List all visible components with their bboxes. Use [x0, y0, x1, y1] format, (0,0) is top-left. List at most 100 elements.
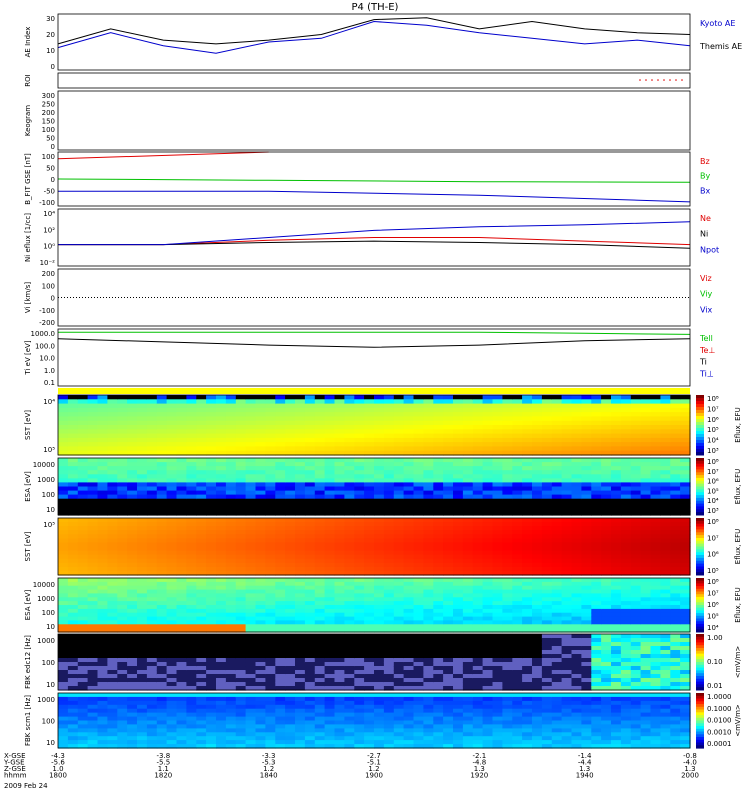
heat-cell	[374, 462, 385, 467]
heat-cell	[275, 442, 286, 447]
heat-cell	[630, 562, 642, 568]
heat-cell	[206, 700, 217, 706]
heat-cell	[285, 642, 296, 647]
heat-cell	[304, 724, 316, 729]
heat-cell	[146, 642, 158, 647]
heat-cell	[522, 616, 533, 622]
heat-cell	[571, 470, 582, 475]
heat-cell	[354, 399, 365, 405]
heat-cell	[196, 589, 207, 595]
heat-cell	[117, 724, 128, 729]
heat-cell	[650, 462, 661, 467]
heat-cell	[235, 407, 247, 413]
heat-cell	[186, 646, 197, 651]
heat-cell	[314, 450, 326, 456]
heat-cell	[601, 506, 612, 512]
heat-cell	[601, 605, 612, 610]
heat-cell	[374, 550, 385, 556]
heat-cell	[374, 420, 385, 426]
heat-cell	[522, 638, 533, 643]
heat-cell	[127, 474, 138, 479]
heat-cell	[670, 399, 681, 405]
heat-cell	[77, 708, 89, 714]
heat-cell	[374, 650, 385, 655]
heat-cell	[196, 510, 207, 516]
heat-cell	[77, 518, 89, 523]
heat-cell	[304, 566, 316, 572]
heat-cell	[482, 570, 494, 576]
heat-cell	[374, 624, 385, 629]
heat-cell	[611, 510, 622, 516]
heat-cell	[235, 597, 247, 602]
heat-cell	[532, 412, 543, 417]
heat-cell	[176, 693, 187, 698]
heat-cell	[403, 704, 415, 710]
heat-cell	[285, 403, 296, 409]
heat-cell	[502, 425, 513, 430]
heat-cell	[502, 466, 513, 471]
heat-cell	[680, 638, 691, 643]
heat-cell	[502, 474, 513, 479]
heat-cell	[512, 550, 523, 556]
heat-cell	[423, 662, 434, 667]
heat-cell	[206, 666, 217, 671]
heat-cell	[67, 399, 79, 405]
heat-cell	[67, 412, 79, 417]
heat-cell	[176, 608, 187, 614]
heat-cell	[87, 693, 99, 698]
heat-cell	[541, 522, 553, 527]
heat-cell	[58, 425, 69, 430]
heat-cell	[403, 720, 415, 725]
heat-cell	[285, 597, 296, 602]
heat-cell	[117, 736, 128, 741]
heat-cell	[591, 662, 602, 667]
heat-cell	[344, 670, 355, 675]
heat-cell	[176, 566, 187, 572]
heat-cell	[611, 494, 622, 500]
heat-cell	[601, 490, 612, 496]
heat-cell	[403, 646, 415, 651]
heat-cell	[591, 686, 602, 691]
heat-cell	[117, 506, 128, 512]
heat-cell	[472, 437, 484, 443]
heat-cell	[97, 728, 108, 733]
heat-cell	[314, 642, 326, 647]
heat-cell	[482, 425, 494, 430]
heat-cell	[354, 720, 365, 725]
heat-cell	[512, 570, 523, 576]
heat-cell	[561, 510, 573, 516]
heat-cell	[137, 597, 148, 602]
heat-cell	[216, 420, 227, 426]
heat-cell	[640, 658, 652, 663]
heat-cell	[581, 585, 592, 591]
heat-cell	[186, 554, 197, 560]
heat-cell	[522, 433, 533, 439]
heat-cell	[117, 562, 128, 568]
heat-cell	[127, 628, 138, 633]
heat-cell	[344, 416, 355, 422]
heat-cell	[225, 450, 237, 456]
heat-cell	[216, 546, 227, 552]
heat-cell	[225, 490, 237, 496]
heat-cell	[393, 433, 405, 439]
heat-cell	[67, 466, 79, 471]
heat-cell	[67, 566, 79, 572]
heat-cell	[324, 437, 336, 443]
heat-cell	[206, 506, 217, 512]
heat-cell	[314, 662, 326, 667]
heat-cell	[374, 416, 385, 422]
heat-cell	[77, 502, 89, 508]
heat-cell	[551, 462, 563, 467]
heat-cell	[77, 724, 89, 729]
heat-cell	[532, 494, 543, 500]
heat-cell	[364, 740, 375, 745]
heat-cell	[245, 530, 257, 535]
heat-cell	[206, 589, 217, 595]
heat-cell	[166, 716, 178, 722]
heat-cell	[611, 522, 622, 527]
heat-cell	[67, 570, 79, 576]
heat-cell	[206, 526, 217, 531]
heat-cell	[275, 605, 286, 610]
heat-cell	[275, 518, 286, 523]
